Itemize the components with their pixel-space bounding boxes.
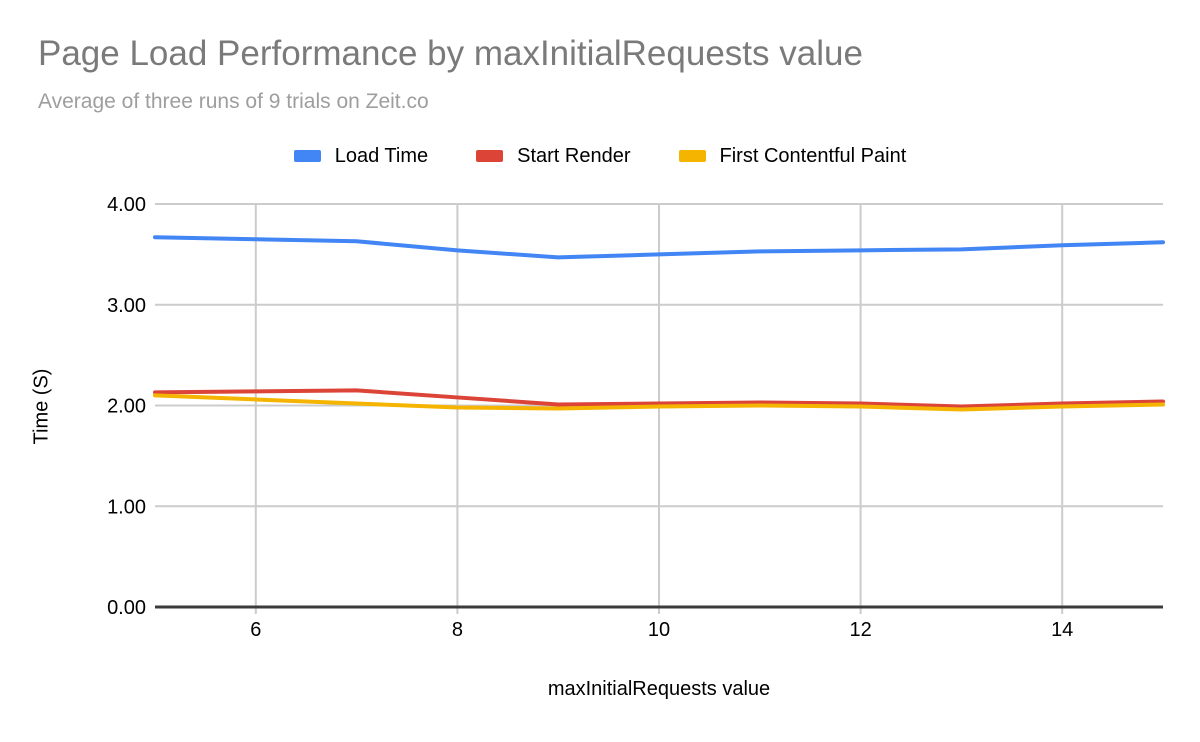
legend-swatch-load-time	[293, 150, 321, 162]
series-line-load-time	[153, 235, 1165, 260]
y-tick-label: 4.00	[107, 194, 146, 216]
legend-swatch-start-render	[476, 150, 504, 162]
legend-swatch-first-contentful-paint	[678, 150, 706, 162]
legend: Load Time Start Render First Contentful …	[0, 142, 1200, 170]
chart-title: Page Load Performance by maxInitialReque…	[38, 34, 863, 73]
x-tick-label: 14	[1051, 619, 1073, 641]
legend-item-start-render: Start Render	[476, 144, 631, 168]
series-line-first-contentful-paint	[153, 393, 1165, 412]
y-tick-label: 0.00	[107, 597, 146, 619]
legend-item-load-time: Load Time	[293, 144, 429, 168]
y-tick-label: 1.00	[107, 496, 146, 518]
y-tick-label: 2.00	[107, 396, 146, 418]
series-line-start-render	[153, 388, 1165, 409]
legend-label-start-render: Start Render	[517, 144, 631, 167]
legend-label-first-contentful-paint: First Contentful Paint	[719, 144, 907, 167]
x-tick-label: 12	[849, 619, 871, 641]
x-tick-label: 10	[648, 619, 670, 641]
y-tick-label: 3.00	[107, 295, 146, 317]
y-axis-title: Time (S)	[30, 368, 53, 445]
legend-item-first-contentful-paint: First Contentful Paint	[678, 144, 907, 168]
x-tick-label: 6	[250, 619, 261, 641]
x-tick-label: 8	[452, 619, 463, 641]
chart-subtitle: Average of three runs of 9 trials on Zei…	[38, 90, 429, 113]
x-axis-title: maxInitialRequests value	[547, 678, 771, 700]
legend-label-load-time: Load Time	[334, 144, 429, 167]
